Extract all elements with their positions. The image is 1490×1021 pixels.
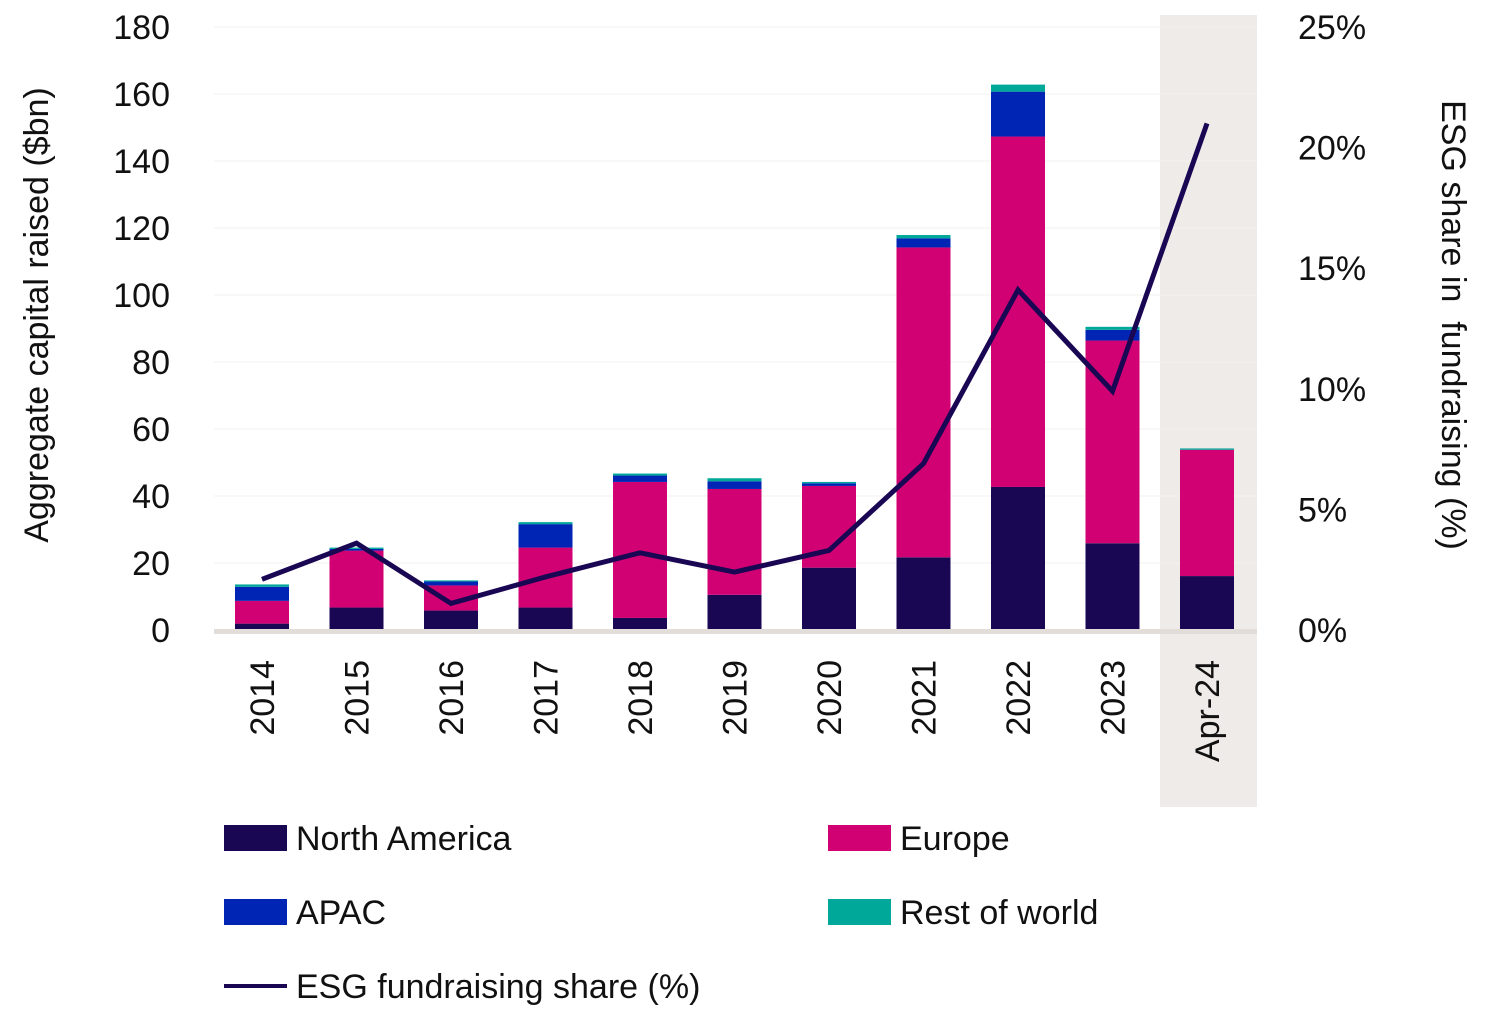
y-tick-label: 140 — [113, 143, 170, 181]
bar-segment-north-america — [424, 610, 478, 630]
x-tick-label: 2015 — [339, 660, 377, 736]
bar-segment-north-america — [1180, 576, 1234, 630]
bar-segment-north-america — [329, 607, 384, 630]
bar-segment-europe — [1180, 449, 1234, 577]
bar-segment-rest-of-world — [613, 473, 667, 476]
bar-segment-rest-of-world — [1180, 448, 1234, 450]
y-tick-label: 0 — [151, 612, 170, 650]
legend-label: Europe — [900, 820, 1010, 858]
y2-axis-label: ESG share in fundraising (%) — [1434, 100, 1472, 550]
x-tick-label: 2021 — [906, 660, 944, 736]
bar-segment-apac — [235, 586, 289, 601]
x-tick-label: 2018 — [622, 660, 660, 736]
y-tick-label: 40 — [132, 478, 170, 516]
y-tick-label: 160 — [113, 76, 170, 114]
bar-segment-europe — [235, 600, 289, 624]
legend-label: North America — [296, 820, 511, 858]
y-tick-label: 80 — [132, 344, 170, 382]
bar-segment-europe — [613, 481, 667, 618]
x-tick-label: Apr-24 — [1189, 660, 1227, 762]
bar-segment-rest-of-world — [329, 547, 384, 549]
highlight-band — [1160, 15, 1257, 807]
bar-segment-north-america — [802, 567, 856, 630]
legend: North America Europe APAC Rest of world ESG … — [224, 820, 1098, 1006]
y2-tick-label: 20% — [1298, 130, 1366, 168]
bar-segment-north-america — [896, 557, 951, 630]
x-tick-label: 2020 — [811, 660, 849, 736]
legend-swatch — [224, 825, 287, 851]
bar-segment-apac — [802, 483, 856, 486]
x-axis-baseline — [214, 629, 1257, 634]
bar-segment-rest-of-world — [1085, 326, 1140, 330]
bar-segment-north-america — [613, 617, 667, 630]
bar-segment-rest-of-world — [518, 522, 573, 525]
bar-segment-apac — [896, 238, 951, 248]
bar-segment-apac — [424, 581, 478, 586]
legend-swatch — [828, 899, 891, 925]
bar-segment-europe — [329, 550, 384, 608]
bar-segment-rest-of-world — [991, 84, 1045, 92]
bar-segment-rest-of-world — [424, 580, 478, 582]
y-tick-label: 20 — [132, 545, 170, 583]
legend-swatch — [224, 899, 287, 925]
x-tick-label: 2016 — [433, 660, 471, 736]
y2-tick-label: 25% — [1298, 9, 1366, 47]
legend-label: ESG fundraising share (%) — [296, 968, 700, 1006]
y-tick-label: 100 — [113, 277, 170, 315]
y-tick-label: 120 — [113, 210, 170, 248]
bar-segment-north-america — [991, 486, 1045, 630]
bar-segment-apac — [329, 548, 384, 551]
bar-segment-apac — [707, 481, 762, 489]
bar-segment-rest-of-world — [707, 478, 762, 482]
bar-segment-europe — [896, 247, 951, 558]
bar-segment-rest-of-world — [235, 584, 289, 587]
y-axis-label: Aggregate capital raised ($bn) — [18, 87, 56, 543]
x-axis-ticks: 2014 2015 2016 2017 2018 2019 2020 2021 2022 2023… — [244, 660, 1227, 762]
bar-segment-apac — [991, 91, 1045, 137]
bar-segment-north-america — [707, 594, 762, 630]
y-axis-ticks: 0 20 40 60 80 100 120 140 160 180 — [113, 9, 170, 650]
y2-tick-label: 10% — [1298, 371, 1366, 409]
bar-segment-rest-of-world — [802, 481, 856, 484]
legend-label: Rest of world — [900, 894, 1098, 932]
bar-segment-apac — [518, 524, 573, 548]
y-tick-label: 60 — [132, 411, 170, 449]
bar-segment-apac — [613, 475, 667, 482]
legend-label: APAC — [296, 894, 386, 932]
bar-segment-north-america — [235, 623, 289, 630]
y2-tick-label: 0% — [1298, 612, 1347, 650]
bar-segment-apac — [1085, 329, 1140, 341]
x-tick-label: 2022 — [1000, 660, 1038, 736]
y-tick-label: 180 — [113, 9, 170, 47]
legend-swatch — [828, 825, 891, 851]
esg-share-line — [261, 122, 1210, 607]
y2-tick-label: 15% — [1298, 250, 1366, 288]
y2-axis-ticks: 0% 5% 10% 15% 20% 25% — [1298, 9, 1366, 650]
y2-tick-label: 5% — [1298, 491, 1347, 529]
bar-segment-rest-of-world — [896, 235, 951, 239]
x-tick-label: 2023 — [1095, 660, 1133, 736]
bar-segment-europe — [707, 488, 762, 595]
bar-segment-north-america — [518, 607, 573, 630]
x-tick-label: 2017 — [528, 660, 566, 736]
x-tick-label: 2014 — [244, 660, 282, 736]
x-tick-label: 2019 — [717, 660, 755, 736]
bar-segment-north-america — [1085, 543, 1140, 630]
